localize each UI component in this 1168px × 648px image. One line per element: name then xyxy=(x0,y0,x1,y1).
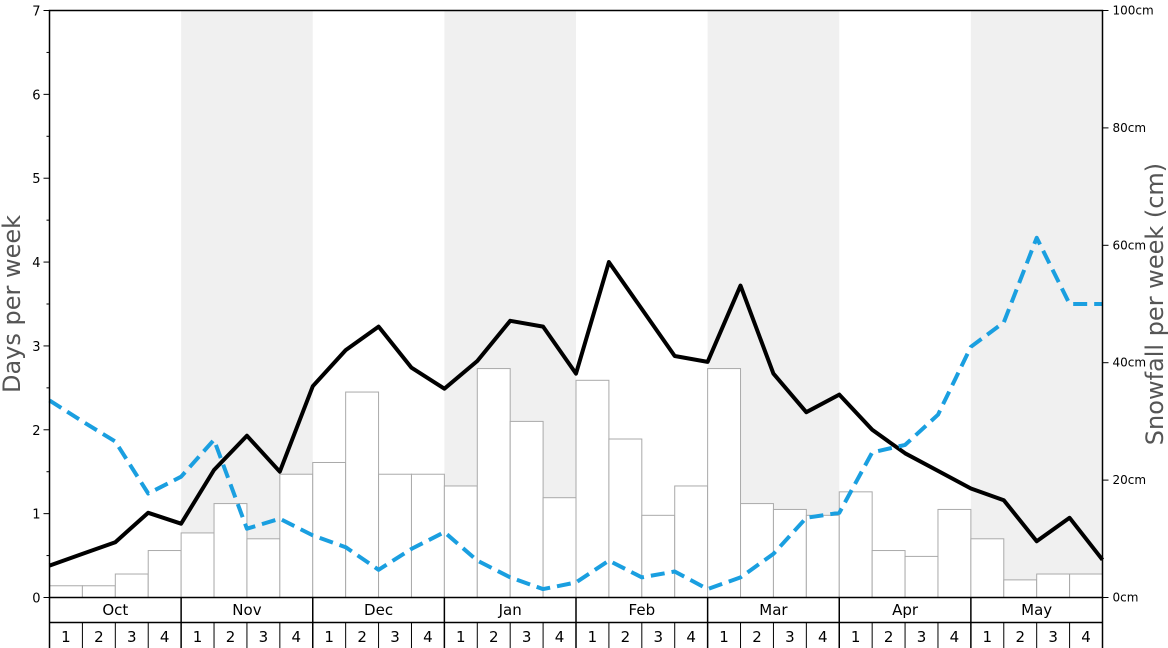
month-label: Nov xyxy=(232,601,261,619)
week-label: 2 xyxy=(752,628,762,646)
snowfall-bar xyxy=(213,503,248,598)
week-label: 1 xyxy=(719,628,729,646)
snowfall-bar xyxy=(542,497,577,598)
week-label: 4 xyxy=(160,628,170,646)
snowfall-bar xyxy=(180,532,215,598)
week-label: 4 xyxy=(423,628,433,646)
snowfall-bar xyxy=(1069,573,1103,599)
month-label: Jan xyxy=(498,601,522,619)
week-label: 2 xyxy=(94,628,104,646)
left-tick-label: 4 xyxy=(32,256,40,271)
days-lines xyxy=(48,235,1105,592)
right-tick-label: 100cm xyxy=(1113,4,1154,18)
week-label: 3 xyxy=(259,628,269,646)
snowfall-bar xyxy=(608,438,643,599)
month-label: Oct xyxy=(102,601,128,619)
week-label: 4 xyxy=(292,628,302,646)
month-label: Dec xyxy=(364,601,393,619)
week-label: 1 xyxy=(61,628,71,646)
week-label: 2 xyxy=(357,628,367,646)
right-y-axis: 0cm 20cm 40cm 60cm 80cm 100cm xyxy=(1102,4,1154,605)
week-label: 1 xyxy=(851,628,861,646)
week-label: 4 xyxy=(950,628,960,646)
week-label: 3 xyxy=(127,628,137,646)
week-label: 2 xyxy=(226,628,236,646)
left-tick-label: 6 xyxy=(32,88,40,103)
week-label: 2 xyxy=(621,628,631,646)
left-tick-label: 5 xyxy=(32,172,40,187)
snowfall-bar xyxy=(49,585,83,599)
snowfall-bar xyxy=(476,368,511,598)
month-label: Mar xyxy=(759,601,788,619)
snowfall-bar xyxy=(81,585,116,599)
week-label: 3 xyxy=(785,628,795,646)
snowfall-bar xyxy=(114,573,149,599)
black-solid-line xyxy=(48,260,1105,568)
snowfall-bar xyxy=(1036,573,1071,599)
right-tick-label: 40cm xyxy=(1113,356,1147,370)
snowfall-bar xyxy=(575,379,610,598)
week-label: 3 xyxy=(917,628,927,646)
week-label: 2 xyxy=(884,628,894,646)
snowfall-bar xyxy=(147,550,182,598)
left-tick-label: 3 xyxy=(32,340,40,355)
right-tick-label: 0cm xyxy=(1113,591,1139,605)
left-tick-label: 2 xyxy=(32,424,40,439)
snowfall-bar xyxy=(279,473,314,599)
snowfall-bar xyxy=(970,538,1005,598)
month-label: Apr xyxy=(892,601,919,619)
week-label: 3 xyxy=(522,628,532,646)
snowfall-bar xyxy=(378,473,412,599)
week-label: 1 xyxy=(324,628,334,646)
week-label: 3 xyxy=(1048,628,1058,646)
month-label: Feb xyxy=(629,601,656,619)
week-label: 4 xyxy=(555,628,565,646)
snowfall-bar xyxy=(246,538,281,598)
snowfall-bar xyxy=(345,391,380,598)
week-label: 3 xyxy=(653,628,663,646)
snowfall-bar xyxy=(838,491,873,598)
week-label: 1 xyxy=(456,628,466,646)
week-label: 2 xyxy=(1015,628,1025,646)
snowfall-bar xyxy=(312,461,347,598)
right-tick-label: 20cm xyxy=(1113,473,1147,487)
week-label: 1 xyxy=(193,628,203,646)
snowfall-bar xyxy=(509,420,544,598)
month-label: May xyxy=(1021,601,1052,619)
week-label: 4 xyxy=(686,628,696,646)
shaded-month-bands xyxy=(181,10,1103,598)
snowfall-bar xyxy=(707,368,742,598)
snowfall-bar xyxy=(1003,579,1038,599)
week-label: 1 xyxy=(588,628,598,646)
month-week-axis: Oct 1 2 3 4 Nov 1 2 3 4 Dec 1 2 3 4 Jan 1 2 3 4 Feb 1 2 3 4 Mar 1 2… xyxy=(48,597,1104,648)
snowfall-bar xyxy=(740,503,774,598)
left-y-axis: 0 1 2 3 4 5 6 7 xyxy=(32,5,50,607)
left-tick-label: 1 xyxy=(32,508,40,523)
week-label: 2 xyxy=(489,628,499,646)
right-axis-title: Snowfall per week (cm) xyxy=(1141,163,1168,445)
snowfall-bar xyxy=(937,508,972,599)
week-label: 3 xyxy=(390,628,400,646)
snowfall-bar xyxy=(904,555,939,598)
snowfall-bar xyxy=(871,550,906,598)
snowfall-bar xyxy=(641,514,676,599)
blue-dashed-line xyxy=(48,235,1103,592)
right-tick-label: 80cm xyxy=(1113,121,1147,135)
left-tick-label: 0 xyxy=(32,592,40,607)
right-tick-label: 60cm xyxy=(1113,238,1147,252)
snowfall-bar xyxy=(805,514,840,599)
snowfall-bar xyxy=(443,485,478,598)
week-label: 4 xyxy=(1081,628,1091,646)
snowfall-bars xyxy=(49,368,1103,599)
week-label: 4 xyxy=(818,628,828,646)
week-label: 1 xyxy=(983,628,993,646)
left-axis-title: Days per week xyxy=(0,215,26,393)
left-tick-label: 7 xyxy=(32,5,40,20)
